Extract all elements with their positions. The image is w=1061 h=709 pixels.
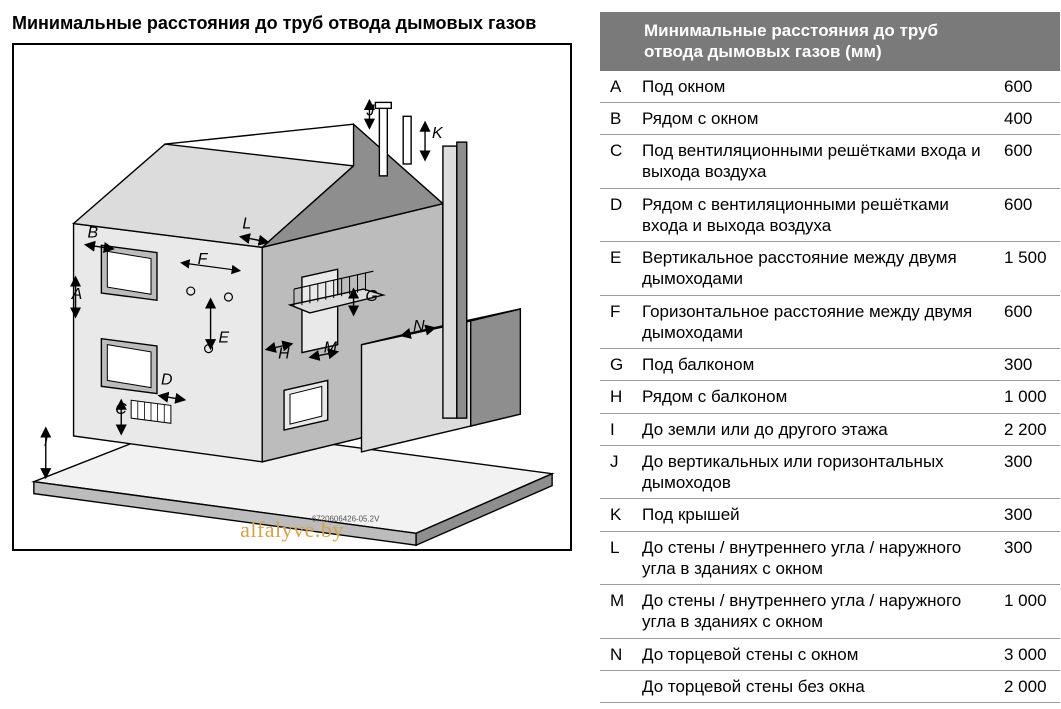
- left-column: Минимальные расстояния до труб отвода ды…: [12, 12, 572, 703]
- table-header-row: Минимальные расстояния до труб отвода ды…: [600, 12, 1060, 71]
- row-value: 600: [996, 295, 1060, 349]
- table-row: NДо торцевой стены с окном3 000: [600, 638, 1060, 670]
- watermark: alfalyve.by: [240, 517, 344, 543]
- row-desc: Под окном: [634, 71, 996, 103]
- row-desc: До торцевой стены с окном: [634, 638, 996, 670]
- row-value: 600: [996, 71, 1060, 103]
- table-row: HРядом с балконом1 000: [600, 381, 1060, 413]
- row-value: 3 000: [996, 638, 1060, 670]
- table-row: KПод крышей300: [600, 499, 1060, 531]
- row-code: [600, 670, 634, 702]
- distances-table: Минимальные расстояния до труб отвода ды…: [600, 12, 1060, 703]
- table-row: AПод окном600: [600, 71, 1060, 103]
- row-code: B: [600, 102, 634, 134]
- svg-text:B: B: [87, 224, 98, 241]
- row-code: I: [600, 413, 634, 445]
- table-row: LДо стены / внутреннего угла / наружного…: [600, 531, 1060, 585]
- row-code: M: [600, 585, 634, 639]
- table-row: EВертикальное расстояние между двумя дым…: [600, 242, 1060, 296]
- row-desc: До стены / внутреннего угла / наружного …: [634, 531, 996, 585]
- table-row: DРядом с вентиляционными решётками входа…: [600, 188, 1060, 242]
- row-value: 600: [996, 135, 1060, 189]
- table-row: BРядом с окном400: [600, 102, 1060, 134]
- table-row: GПод балконом300: [600, 349, 1060, 381]
- svg-text:L: L: [242, 215, 251, 232]
- row-code: E: [600, 242, 634, 296]
- row-code: H: [600, 381, 634, 413]
- svg-text:N: N: [413, 317, 425, 334]
- row-code: L: [600, 531, 634, 585]
- row-desc: До вертикальных или горизонтальных дымох…: [634, 445, 996, 499]
- row-desc: До торцевой стены без окна: [634, 670, 996, 702]
- row-value: 2 000: [996, 670, 1060, 702]
- row-code: G: [600, 349, 634, 381]
- row-code: D: [600, 188, 634, 242]
- row-code: F: [600, 295, 634, 349]
- row-code: N: [600, 638, 634, 670]
- row-value: 1 000: [996, 585, 1060, 639]
- svg-text:M: M: [324, 339, 338, 356]
- table-header-val: [996, 12, 1060, 71]
- row-value: 300: [996, 445, 1060, 499]
- svg-text:E: E: [219, 329, 230, 346]
- row-desc: До земли или до другого этажа: [634, 413, 996, 445]
- table-row: MДо стены / внутреннего угла / наружного…: [600, 585, 1060, 639]
- table-row: До торцевой стены без окна2 000: [600, 670, 1060, 702]
- diagram-frame: ABCDEFGHIJKLMN6720606426-05.2V alfalyve.…: [12, 43, 572, 551]
- row-desc: Рядом с вентиляционными решётками входа …: [634, 188, 996, 242]
- row-desc: Рядом с окном: [634, 102, 996, 134]
- row-value: 400: [996, 102, 1060, 134]
- row-value: 600: [996, 188, 1060, 242]
- svg-text:F: F: [198, 251, 209, 268]
- row-value: 1 000: [996, 381, 1060, 413]
- svg-text:D: D: [161, 371, 172, 388]
- row-value: 2 200: [996, 413, 1060, 445]
- svg-text:C: C: [115, 401, 127, 418]
- svg-text:J: J: [365, 102, 375, 119]
- right-column: Минимальные расстояния до труб отвода ды…: [600, 12, 1060, 703]
- row-code: A: [600, 71, 634, 103]
- table-row: CПод вентиляционными решётками входа и в…: [600, 135, 1060, 189]
- svg-text:I: I: [44, 432, 49, 449]
- row-desc: Под крышей: [634, 499, 996, 531]
- row-desc: Горизонтальное расстояние между двумя ды…: [634, 295, 996, 349]
- svg-text:G: G: [365, 287, 377, 304]
- table-row: JДо вертикальных или горизонтальных дымо…: [600, 445, 1060, 499]
- row-desc: Рядом с балконом: [634, 381, 996, 413]
- row-desc: Под балконом: [634, 349, 996, 381]
- table-header-desc: Минимальные расстояния до труб отвода ды…: [634, 12, 996, 71]
- row-desc: Вертикальное расстояние между двумя дымо…: [634, 242, 996, 296]
- house-diagram: ABCDEFGHIJKLMN6720606426-05.2V: [14, 45, 570, 549]
- row-code: J: [600, 445, 634, 499]
- row-value: 300: [996, 349, 1060, 381]
- row-value: 300: [996, 499, 1060, 531]
- svg-text:H: H: [278, 345, 290, 362]
- row-code: C: [600, 135, 634, 189]
- table-row: IДо земли или до другого этажа2 200: [600, 413, 1060, 445]
- table-row: FГоризонтальное расстояние между двумя д…: [600, 295, 1060, 349]
- row-code: K: [600, 499, 634, 531]
- svg-text:A: A: [71, 285, 83, 302]
- row-desc: Под вентиляционными решётками входа и вы…: [634, 135, 996, 189]
- row-desc: До стены / внутреннего угла / наружного …: [634, 585, 996, 639]
- row-value: 1 500: [996, 242, 1060, 296]
- row-value: 300: [996, 531, 1060, 585]
- table-header-code: [600, 12, 634, 71]
- diagram-title: Минимальные расстояния до труб отвода ды…: [12, 12, 572, 35]
- svg-text:K: K: [432, 125, 444, 142]
